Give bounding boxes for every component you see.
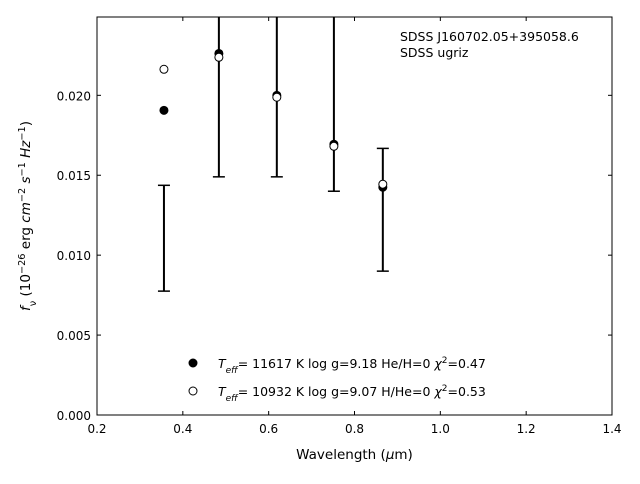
- data-point: [329, 141, 339, 151]
- legend-label: Teff= 10932 K log g=9.07 H/He=0 χ2=0.53: [218, 384, 486, 404]
- label-part: cm: [18, 202, 34, 223]
- label-part: −26: [17, 254, 28, 275]
- data-point: [159, 64, 169, 74]
- y-axis-label: fν (10−26 erg cm−2 s−1 Hz−1): [17, 121, 39, 311]
- x-tick-label: 0.2: [87, 422, 106, 436]
- label-part: χ: [433, 356, 442, 371]
- label-part: eff: [226, 394, 240, 404]
- x-axis-label: Wavelength (μm): [296, 447, 413, 463]
- y-tick-label: 0.010: [57, 249, 91, 263]
- legend-marker: [188, 386, 198, 396]
- label-part: T: [218, 356, 227, 371]
- y-tick-label: 0.020: [57, 89, 91, 103]
- label-part: ): [18, 121, 34, 126]
- label-part: =0.47: [448, 356, 486, 371]
- label-part: −1: [17, 162, 28, 176]
- label-part: m): [394, 447, 412, 463]
- y-tick-label: 0.005: [57, 329, 91, 343]
- x-tick-label: 0.4: [173, 422, 192, 436]
- label-part: χ: [433, 384, 442, 399]
- label-part: = 10932 K log g=9.07 H/He=0: [238, 384, 435, 399]
- label-part: μ: [385, 447, 395, 463]
- label-part: erg: [18, 223, 34, 254]
- label-part: ν: [28, 301, 39, 306]
- x-tick-label: 1.2: [517, 422, 536, 436]
- annotation: SDSS ugriz: [400, 45, 469, 60]
- data-point: [159, 105, 169, 115]
- x-tick-label: 0.6: [259, 422, 278, 436]
- label-part: Wavelength (: [296, 447, 386, 463]
- annotation: SDSS J160702.05+395058.6: [400, 29, 579, 44]
- data-point: [272, 92, 282, 102]
- legend-marker: [188, 358, 198, 368]
- x-tick-label: 1.0: [431, 422, 450, 436]
- y-tick-label: 0.015: [57, 169, 91, 183]
- data-point: [378, 179, 388, 189]
- label-part: f: [18, 304, 34, 311]
- label-part: 2: [442, 356, 448, 366]
- y-tick-label: 0.000: [57, 409, 91, 423]
- legend-label: Teff= 11617 K log g=9.18 He/H=0 χ2=0.47: [218, 356, 486, 376]
- label-part: (10: [18, 274, 34, 301]
- label-part: s: [18, 176, 34, 183]
- label-part: Hz: [18, 140, 34, 158]
- data-point: [214, 52, 224, 62]
- label-part: −1: [17, 126, 28, 140]
- label-part: =0.53: [448, 384, 486, 399]
- label-part: = 11617 K log g=9.18 He/H=0: [238, 356, 435, 371]
- x-tick-label: 1.4: [602, 422, 621, 436]
- label-part: T: [218, 384, 227, 399]
- x-tick-label: 0.8: [345, 422, 364, 436]
- label-part: 2: [442, 384, 448, 394]
- plot-area: [157, 17, 389, 292]
- label-part: eff: [226, 366, 240, 376]
- label-part: −2: [17, 188, 28, 202]
